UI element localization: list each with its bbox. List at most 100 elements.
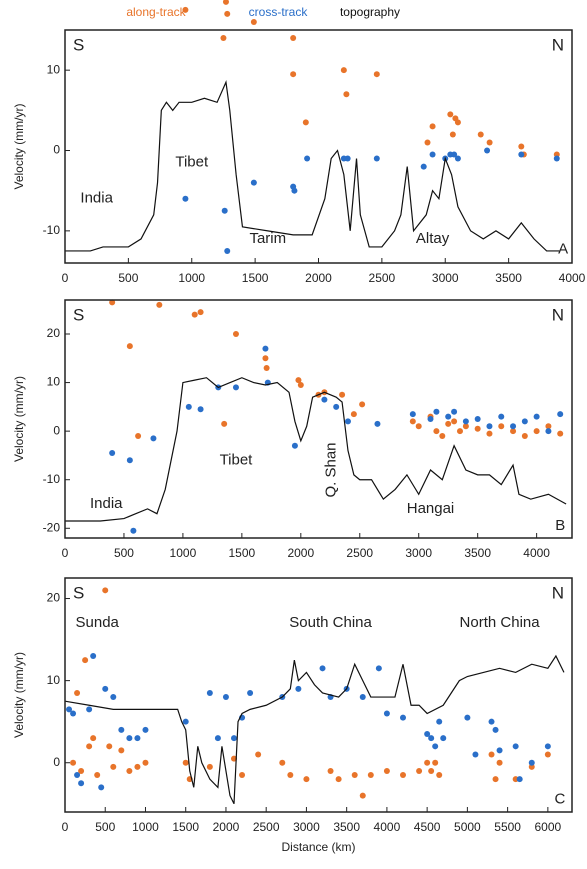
topography-line [65,80,560,252]
data-point [82,657,89,664]
x-tick-label: 1500 [172,820,199,834]
data-point [142,759,149,766]
x-tick-label: 4000 [374,820,401,834]
data-point [451,418,458,425]
data-point [416,767,423,774]
data-point [86,706,93,713]
legend-entry: along-track [126,5,186,19]
data-point [424,139,431,146]
data-point [220,35,227,42]
data-point [462,423,469,430]
panel: 0 10 20 0 500 1000 1500 2000 2500 3000 3500 4000 450… [12,577,573,854]
data-point [557,430,564,437]
annotation: Q. Shan [322,442,339,497]
data-point [375,665,382,672]
annotation: S [73,583,84,602]
data-point [214,735,221,742]
data-point [464,714,471,721]
y-tick-label: 10 [47,673,61,687]
data-point [472,751,479,758]
data-point [533,428,540,435]
data-point [232,331,239,337]
data-point [496,747,503,754]
x-tick-label: 500 [95,820,115,834]
data-point [70,710,77,717]
data-point [488,718,495,725]
data-point [445,413,452,420]
data-point [544,743,551,750]
data-point [373,155,380,162]
data-point [295,685,302,692]
data-point [428,735,435,742]
x-tick-label: 500 [118,271,138,285]
legend-entry: topography [340,5,400,19]
y-tick-label: -10 [43,223,61,237]
data-point [106,743,113,750]
data-point [291,187,298,194]
data-point [321,396,328,403]
data-point [197,309,204,316]
data-point [400,714,406,721]
x-tick-label: 2500 [369,271,396,285]
panel: -10 0 10 0 500 1000 1500 2000 2500 3000 3500 4000 Ve… [12,0,586,285]
topography-line [64,654,565,805]
x-tick-label: 2500 [346,546,373,560]
data-point [335,776,342,783]
data-point [263,365,270,371]
data-point [250,179,257,186]
data-point [415,423,422,430]
data-point [109,299,116,306]
data-point [239,772,246,779]
data-point [224,10,231,17]
data-point [290,71,297,78]
data-point [429,151,436,158]
data-point [109,450,116,456]
data-point [231,735,237,742]
data-point [290,35,297,42]
data-point [451,151,458,158]
y-tick-label: 20 [47,591,61,605]
x-axis-label: Distance (km) [281,840,355,854]
data-point [433,428,440,435]
data-point [521,433,528,439]
data-point [182,718,189,725]
x-tick-label: 1000 [170,546,197,560]
data-point [221,207,228,214]
data-point [454,155,461,162]
data-point [373,71,380,78]
data-point [126,767,133,774]
data-point [150,435,157,442]
data-point [484,147,491,154]
data-point [262,355,269,362]
data-point [70,759,77,766]
data-point [319,665,326,672]
data-point [553,155,560,162]
annotation: Altay [416,230,450,247]
y-tick-label: -10 [43,472,61,486]
data-point [367,772,374,779]
data-point [340,67,347,74]
data-point [359,792,366,799]
data-point [544,751,551,758]
data-point [231,755,237,762]
data-point [496,759,503,766]
data-point [420,163,427,170]
x-tick-label: 3500 [495,271,522,285]
annotation: B [555,517,565,534]
y-tick-label: 0 [53,755,60,769]
data-point [224,247,231,254]
y-tick-label: 10 [47,375,61,389]
data-point [74,689,81,696]
data-point [429,123,436,130]
y-tick-label: 10 [47,62,61,76]
data-point [445,420,452,427]
data-point [433,408,440,415]
data-point [126,343,133,350]
data-point [510,428,517,435]
data-point [333,403,340,410]
data-point [518,151,525,158]
annotation: India [90,495,123,512]
x-tick-label: 3500 [464,546,491,560]
data-point [303,776,310,783]
data-point [182,195,189,202]
